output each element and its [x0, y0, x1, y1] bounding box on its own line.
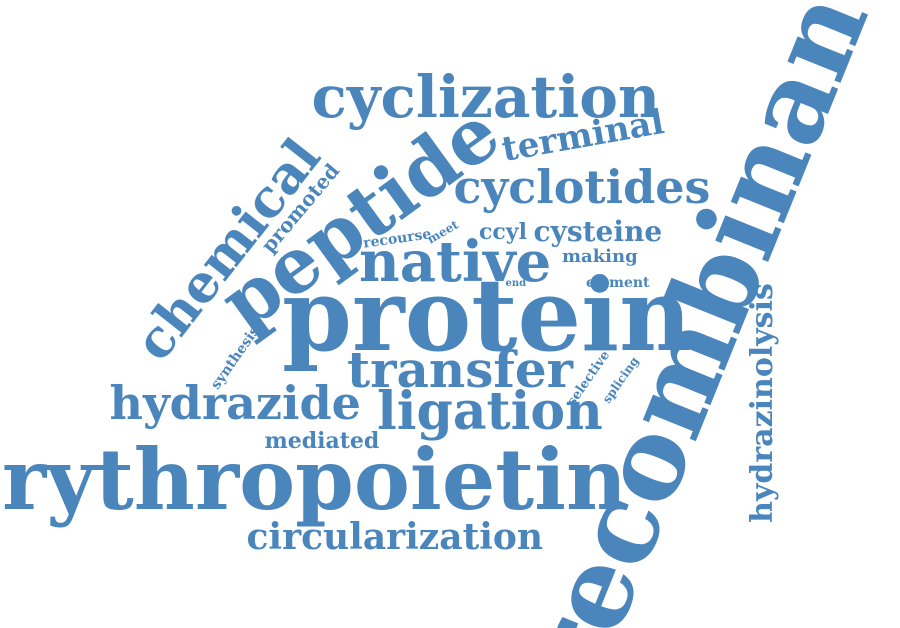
word-native: native [359, 229, 552, 295]
word-making: making [562, 246, 638, 267]
word-hydrazinolysis: hydrazinolysis [744, 283, 780, 523]
word-cyclization: cyclization [311, 63, 661, 131]
word-ligation: ligation [377, 381, 603, 442]
word-hydrazide: hydrazide [109, 376, 361, 430]
word-element: element [586, 275, 650, 291]
word-circularization: circularization [246, 516, 544, 558]
word-mediated: mediated [264, 428, 380, 454]
word-end: end [505, 278, 527, 289]
word-ccyl: ccyl [479, 219, 527, 245]
word-erythropoietin: erythropoietin [0, 430, 628, 529]
word-transfer: transfer [347, 340, 574, 399]
word-protein: protein [282, 256, 692, 374]
word-cyclotides: cyclotides [453, 160, 711, 214]
word-cysteine: cysteine [533, 215, 663, 248]
